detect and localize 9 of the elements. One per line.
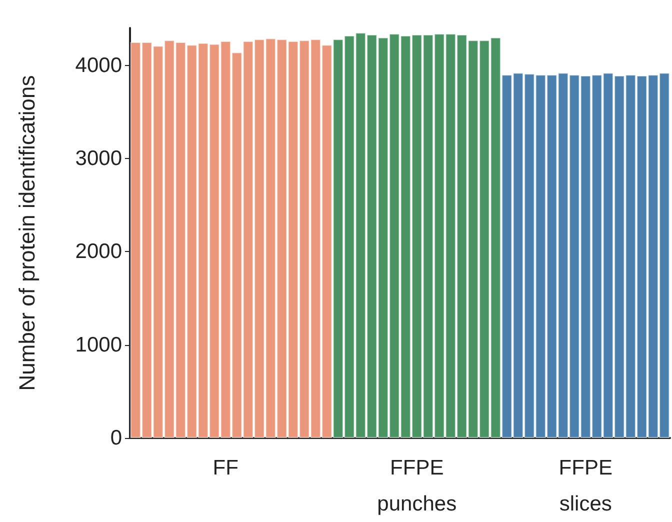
x-tick-label: FF [212, 456, 238, 480]
y-tick-label: 1000 [75, 333, 122, 356]
y-tick-label: 4000 [75, 54, 122, 77]
x-tick-label: FFPE punches [377, 456, 457, 516]
y-tick-label: 2000 [75, 240, 122, 264]
y-tick-label: 0 [110, 426, 122, 450]
x-tick-label: FFPE slices [558, 456, 612, 516]
y-tick-label: 3000 [75, 146, 122, 170]
y-axis-title: Number of protein identifications [14, 75, 40, 391]
